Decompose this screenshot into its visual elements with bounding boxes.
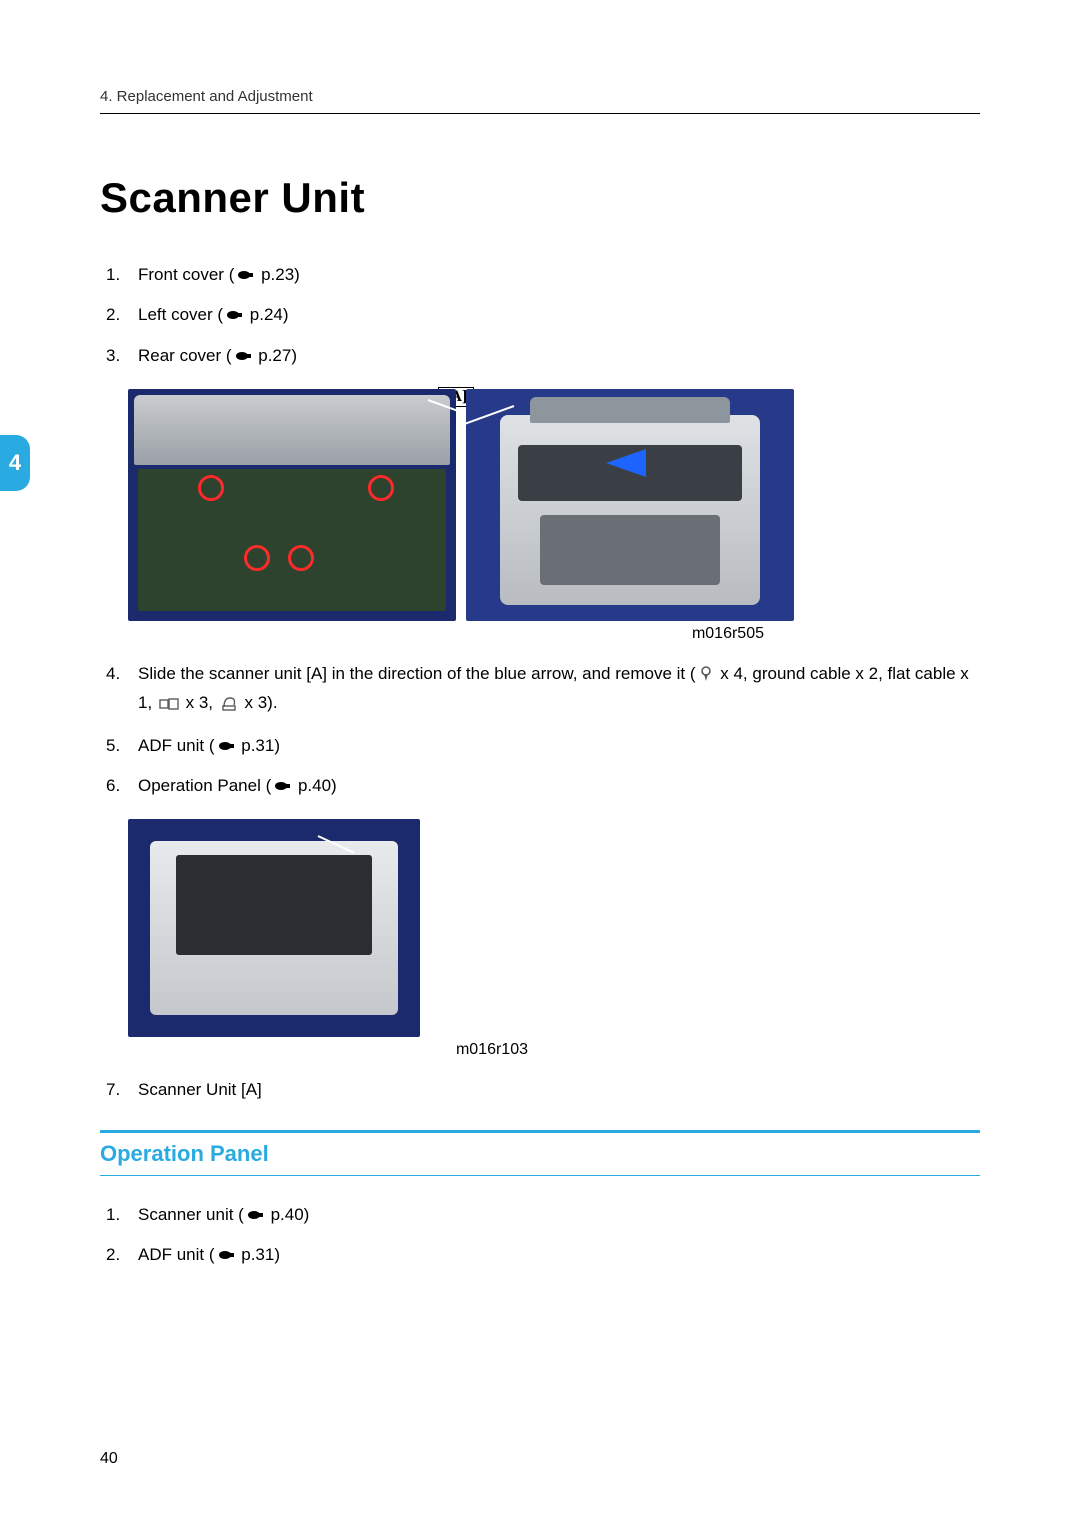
steps-list-1: Front cover ( p.23) Left cover ( p.24) R… xyxy=(100,262,980,371)
steps-list-3: Scanner Unit [A] xyxy=(100,1077,980,1103)
figure-photo-scanner-bed xyxy=(128,819,420,1037)
step-item: ADF unit ( p.31) xyxy=(128,1242,980,1270)
hand-icon xyxy=(217,735,235,761)
figure-ref: m016r505 xyxy=(128,625,764,643)
step-item: Operation Panel ( p.40) xyxy=(128,773,980,801)
step-ref: p.31) xyxy=(237,736,280,755)
step-text: ADF unit ( xyxy=(138,1245,215,1264)
step-ref: p.23) xyxy=(256,265,299,284)
page-title: Scanner Unit xyxy=(100,174,980,222)
page-number: 40 xyxy=(100,1450,118,1468)
step-ref: p.24) xyxy=(245,305,288,324)
hand-icon xyxy=(246,1204,264,1230)
step-text: Front cover ( xyxy=(138,265,234,284)
section-heading: Operation Panel xyxy=(100,1130,980,1176)
step-item: Rear cover ( p.27) xyxy=(128,343,980,371)
figure-2: [A] m016r103 xyxy=(128,819,980,1059)
figure-photo-printer xyxy=(466,389,794,621)
hand-icon xyxy=(225,304,243,330)
step-text: Scanner Unit [A] xyxy=(138,1080,262,1099)
figure-photo-internal xyxy=(128,389,456,621)
step-item: Left cover ( p.24) xyxy=(128,302,980,330)
step-text: ADF unit ( xyxy=(138,736,215,755)
step-text: Scanner unit ( xyxy=(138,1205,244,1224)
page-content: 4. Replacement and Adjustment Scanner Un… xyxy=(0,0,1080,1342)
step-ref: p.31) xyxy=(237,1245,280,1264)
blue-arrow-icon xyxy=(606,449,646,477)
step-text: x 3). xyxy=(240,693,278,712)
step-text: Slide the scanner unit [A] in the direct… xyxy=(138,664,696,683)
step-ref: p.27) xyxy=(254,346,297,365)
hand-icon xyxy=(236,264,254,290)
step-text: Rear cover ( xyxy=(138,346,232,365)
steps-list-2: Slide the scanner unit [A] in the direct… xyxy=(100,661,980,801)
screw-icon xyxy=(698,664,714,690)
figure-1: [A] xyxy=(128,389,980,643)
step-text: x 3, xyxy=(181,693,218,712)
hand-icon xyxy=(273,775,291,801)
breadcrumb: 4. Replacement and Adjustment xyxy=(100,88,980,114)
figure-ref: m016r103 xyxy=(128,1041,528,1059)
steps-list-4: Scanner unit ( p.40) ADF unit ( p.31) xyxy=(100,1202,980,1271)
step-item: Scanner unit ( p.40) xyxy=(128,1202,980,1230)
step-item: Front cover ( p.23) xyxy=(128,262,980,290)
step-text: Operation Panel ( xyxy=(138,776,271,795)
hand-icon xyxy=(217,1244,235,1270)
clip-icon xyxy=(220,694,238,720)
step-ref: p.40) xyxy=(293,776,336,795)
step-text: Left cover ( xyxy=(138,305,223,324)
connector-icon xyxy=(159,694,179,720)
step-ref: p.40) xyxy=(266,1205,309,1224)
step-item: Slide the scanner unit [A] in the direct… xyxy=(128,661,980,721)
step-item: Scanner Unit [A] xyxy=(128,1077,980,1103)
step-item: ADF unit ( p.31) xyxy=(128,733,980,761)
hand-icon xyxy=(234,345,252,371)
